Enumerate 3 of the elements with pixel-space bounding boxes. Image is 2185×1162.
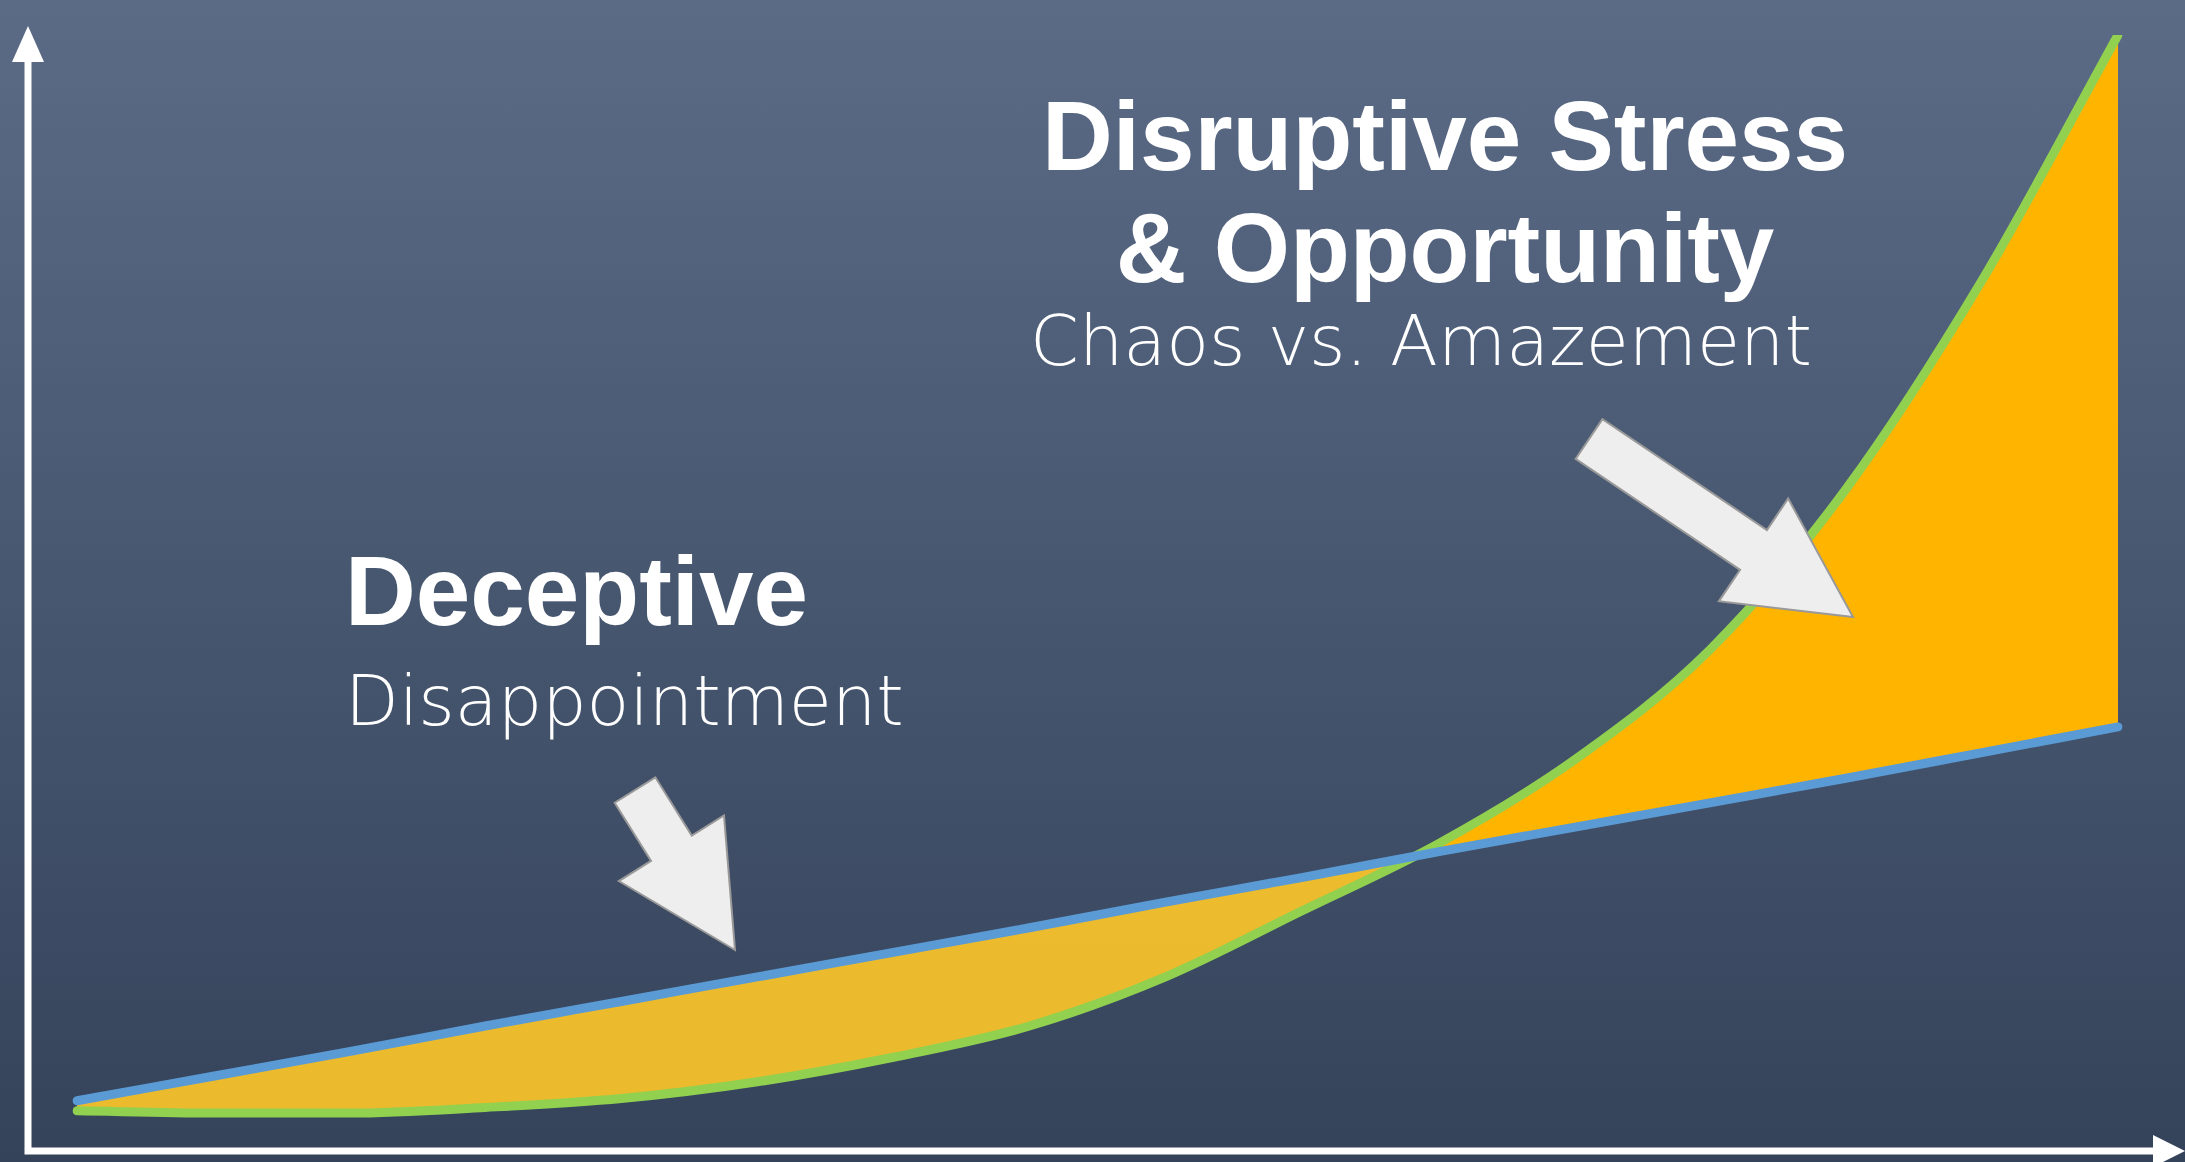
annotation: Deceptive — [345, 535, 809, 647]
annotation: Disappointment — [345, 660, 904, 742]
annotation: Disruptive Stress & Opportunity — [1040, 80, 1850, 304]
